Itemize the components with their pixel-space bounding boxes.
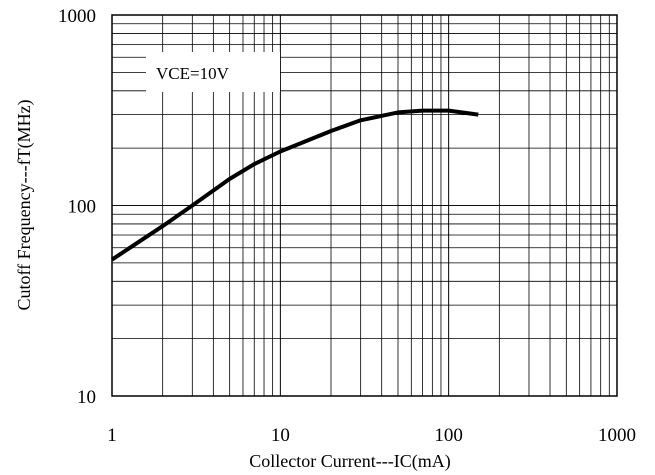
x-tick-labels: 1 10 100 1000: [107, 425, 636, 446]
x-tick-label: 1: [107, 425, 117, 446]
y-tick-label: 1000: [58, 6, 96, 27]
series-layer: [110, 108, 479, 262]
y-tick-labels: 10 100 1000: [58, 6, 96, 408]
y-axis-label: Cutoff Frequency---fT(MHz): [14, 99, 35, 310]
plot-frame: [111, 14, 618, 397]
x-tick-label: 1000: [598, 425, 636, 446]
annotation-box: VCE=10V: [146, 52, 280, 92]
y-tick-label: 10: [77, 387, 96, 408]
series-line: [110, 108, 479, 262]
x-axis-label: Collector Current---IC(mA): [249, 451, 450, 472]
x-tick-label: 100: [434, 425, 463, 446]
x-tick-label: 10: [271, 425, 290, 446]
y-tick-label: 100: [68, 197, 97, 218]
annotation-text: VCE=10V: [156, 64, 230, 83]
